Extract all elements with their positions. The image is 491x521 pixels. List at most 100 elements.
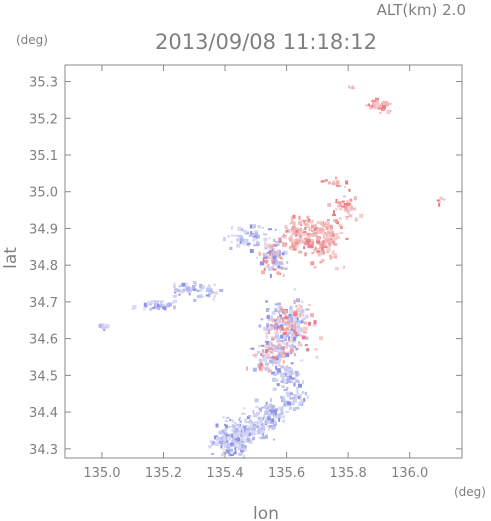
radar-point (240, 228, 244, 232)
radar-point (290, 344, 294, 348)
radar-point (231, 429, 235, 433)
radar-point (192, 285, 196, 289)
radar-point (332, 234, 337, 237)
radar-point (313, 226, 317, 229)
radar-point (278, 317, 282, 322)
x-axis-label: lon (253, 504, 279, 521)
radar-point (296, 327, 301, 332)
radar-point (274, 331, 279, 335)
radar-point (272, 438, 275, 441)
radar-point (288, 381, 293, 384)
radar-point (218, 431, 223, 435)
radar-point (277, 322, 280, 326)
radar-point (316, 247, 321, 250)
radar-point (271, 318, 276, 323)
radar-point (299, 320, 301, 323)
radar-point (292, 214, 296, 219)
radar-point (272, 409, 277, 413)
radar-point (340, 205, 345, 208)
radar-point (314, 247, 317, 251)
radar-point (254, 230, 259, 234)
radar-point (151, 307, 155, 310)
radar-point (327, 228, 332, 231)
y-tick-label: 35.2 (29, 112, 58, 127)
radar-point (199, 283, 203, 288)
radar-point (272, 260, 276, 264)
radar-point (283, 267, 288, 270)
radar-point (293, 399, 297, 401)
radar-point (223, 442, 228, 447)
x-tick-label: 135.8 (330, 466, 367, 481)
radar-point (332, 232, 335, 235)
radar-point (229, 419, 232, 422)
radar-point (333, 237, 338, 241)
radar-point (255, 405, 260, 408)
radar-point (280, 306, 283, 309)
radar-point (301, 219, 304, 222)
radar-point (249, 439, 253, 442)
radar-point (293, 299, 296, 304)
radar-point (283, 378, 287, 382)
radar-point (302, 228, 305, 231)
radar-point (280, 412, 284, 415)
radar-point (327, 244, 331, 249)
radar-point (309, 244, 314, 249)
radar-point (289, 222, 294, 225)
radar-point (262, 344, 267, 347)
radar-point (254, 425, 258, 429)
radar-point (438, 202, 441, 207)
radar-point (283, 402, 287, 407)
radar-point (298, 394, 302, 398)
radar-point (236, 237, 239, 242)
radar-point (244, 421, 249, 424)
radar-point (244, 231, 247, 234)
radar-point (259, 261, 264, 266)
radar-point (300, 306, 303, 311)
radar-point (388, 102, 392, 105)
radar-point (331, 182, 336, 186)
radar-point (220, 444, 223, 449)
radar-point (264, 349, 268, 354)
radar-point (192, 287, 196, 291)
radar-point (301, 300, 304, 304)
y-tick-label: 35.0 (29, 186, 58, 201)
radar-point (316, 236, 321, 241)
radar-point (335, 176, 337, 179)
radar-point (296, 390, 299, 394)
radar-point (294, 370, 299, 374)
radar-point (291, 398, 294, 401)
radar-point (246, 437, 249, 442)
radar-point (258, 324, 262, 328)
radar-point (297, 233, 300, 236)
radar-point (343, 185, 346, 188)
radar-point (205, 288, 210, 292)
radar-point (298, 250, 303, 254)
radar-point (230, 444, 234, 447)
radar-point (300, 313, 305, 317)
radar-point (105, 323, 109, 328)
radar-point (280, 316, 283, 319)
radar-point (316, 250, 321, 254)
radar-point (277, 349, 281, 353)
radar-point (383, 102, 386, 105)
radar-point (157, 303, 159, 308)
radar-point (234, 444, 238, 448)
radar-point (303, 331, 308, 334)
radar-point (199, 296, 202, 298)
radar-point (230, 240, 233, 243)
radar-point (310, 229, 313, 232)
radar-point (276, 368, 281, 373)
radar-point (306, 233, 310, 236)
radar-point (280, 339, 285, 342)
radar-point (276, 383, 280, 387)
radar-point (257, 428, 262, 433)
radar-point (244, 433, 248, 437)
radar-point (246, 366, 248, 371)
radar-point (292, 407, 296, 412)
radar-point (179, 289, 183, 294)
radar-point (282, 318, 285, 323)
y-tick-label: 35.3 (29, 76, 58, 91)
radar-point (290, 228, 294, 232)
radar-point (320, 259, 325, 263)
radar-point (319, 261, 323, 264)
